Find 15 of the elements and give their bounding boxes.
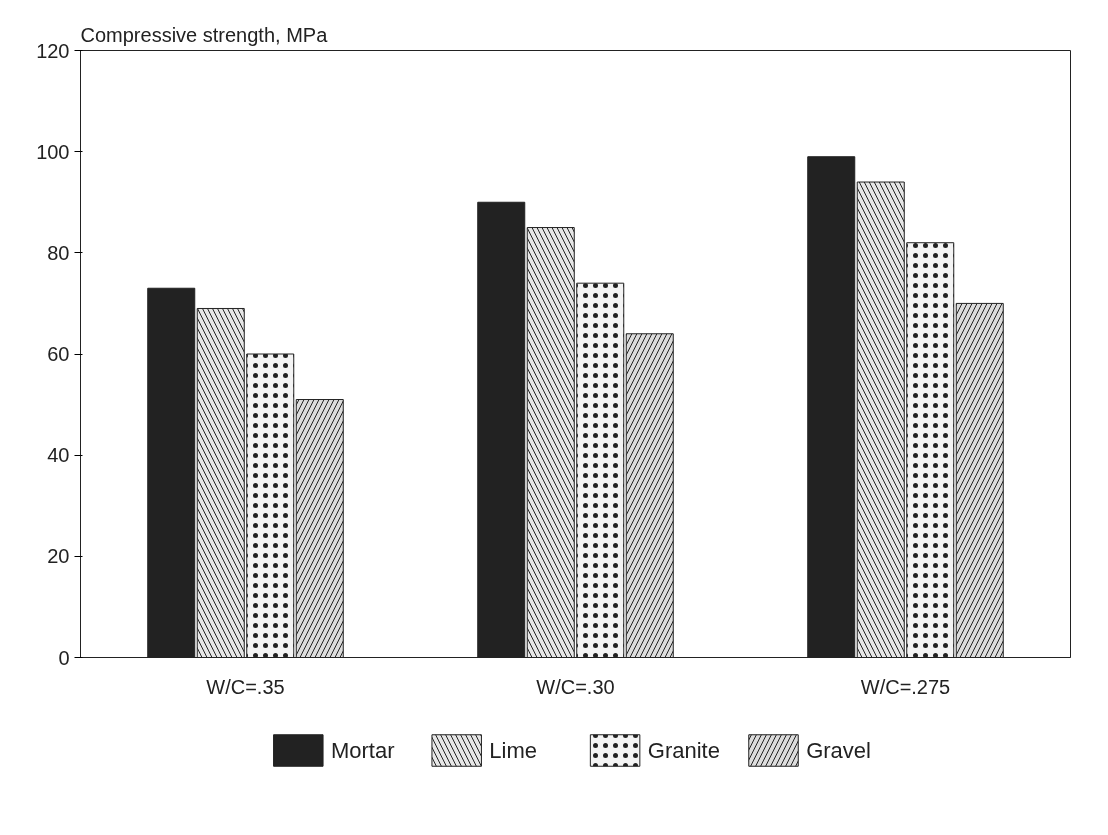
- y-tick-label: 60: [47, 343, 70, 365]
- y-tick-label: 0: [58, 646, 70, 669]
- y-tick-label: 80: [47, 241, 70, 264]
- x-tick-label: W/C=.30: [536, 675, 615, 698]
- y-tick-label: 120: [36, 39, 70, 62]
- legend-label: Granite: [647, 738, 720, 763]
- legend-label: Gravel: [806, 738, 871, 763]
- y-tick-label: 20: [47, 545, 70, 568]
- y-axis-title: Compressive strength, MPa: [80, 23, 329, 46]
- legend-label: Mortar: [330, 738, 395, 763]
- y-tick-label: 100: [36, 140, 70, 163]
- legend-label: Lime: [489, 738, 538, 763]
- x-tick-label: W/C=.275: [860, 675, 951, 698]
- x-tick-label: W/C=.35: [206, 675, 285, 698]
- y-tick-label: 40: [47, 444, 70, 467]
